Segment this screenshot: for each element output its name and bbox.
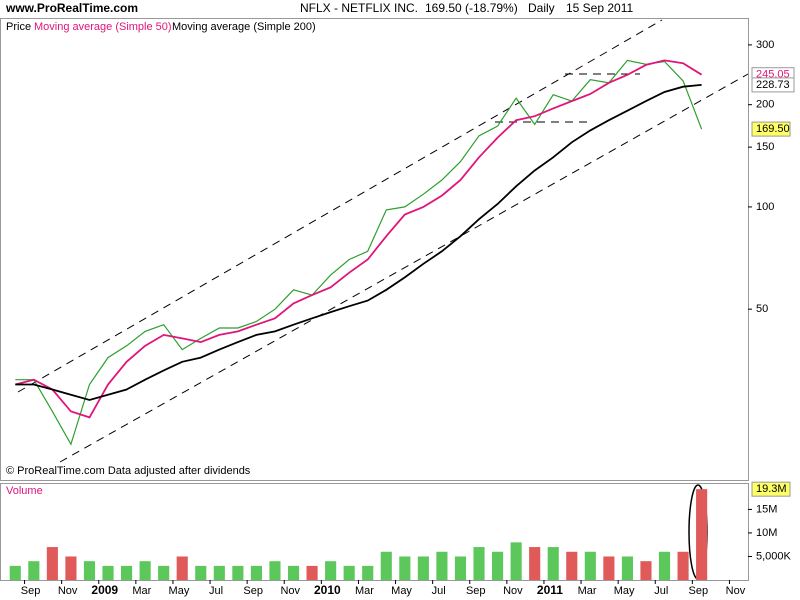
volume-bar bbox=[65, 556, 77, 580]
x-tick-label: May bbox=[169, 585, 190, 597]
volume-bar bbox=[158, 565, 170, 580]
volume-bar bbox=[232, 565, 244, 580]
legend-label: Price bbox=[6, 21, 31, 33]
x-tick-label: Mar bbox=[578, 585, 597, 597]
price-panel bbox=[0, 18, 749, 481]
x-tick-label: Sep bbox=[243, 585, 263, 597]
x-tick-label: 2010 bbox=[314, 583, 341, 597]
x-tick-label: 2011 bbox=[537, 583, 563, 597]
volume-bar bbox=[325, 561, 337, 580]
volume-bar bbox=[454, 556, 467, 580]
volume-bar bbox=[399, 556, 411, 580]
last-value-box bbox=[751, 77, 795, 93]
volume-bar bbox=[176, 556, 188, 580]
volume-bar bbox=[46, 547, 58, 580]
volume-bar bbox=[306, 565, 318, 580]
series-line bbox=[15, 84, 702, 401]
x-tick-label: Jul bbox=[209, 585, 223, 597]
volume-bar bbox=[584, 551, 596, 580]
y-tick-label: 200 bbox=[756, 99, 774, 111]
x-tick-label: Mar bbox=[355, 585, 374, 597]
y-tick-label: 300 bbox=[756, 39, 774, 51]
y-tick-label: 100 bbox=[756, 201, 774, 213]
volume-bar bbox=[195, 565, 207, 580]
volume-bar bbox=[362, 565, 374, 580]
x-tick-label: May bbox=[614, 585, 635, 597]
x-tick-label: Sep bbox=[21, 585, 41, 597]
volume-bar bbox=[621, 556, 633, 580]
x-tick-label: May bbox=[391, 585, 412, 597]
date: 15 Sep 2011 bbox=[566, 1, 633, 15]
volume-bar bbox=[380, 551, 392, 580]
volume-bar bbox=[603, 556, 615, 580]
volume-bar bbox=[547, 547, 559, 580]
volume-bar bbox=[492, 551, 504, 580]
volume-bar bbox=[139, 561, 151, 580]
channel-upper bbox=[17, 19, 663, 393]
x-tick-label: Nov bbox=[726, 585, 746, 597]
y-tick-label: 150 bbox=[756, 141, 774, 153]
y-tick-label: 50 bbox=[756, 303, 768, 315]
series-line bbox=[15, 59, 703, 446]
last-value-box bbox=[751, 481, 791, 497]
volume-bar bbox=[566, 551, 578, 580]
volume-panel bbox=[0, 483, 749, 581]
volume-bar bbox=[9, 565, 21, 580]
volume-bar bbox=[250, 565, 262, 580]
legend-entry: Moving average (Simple 200) bbox=[172, 21, 316, 33]
x-tick-label: Mar bbox=[132, 585, 151, 597]
x-tick-label: Jul bbox=[654, 585, 668, 597]
volume-bar bbox=[677, 551, 689, 580]
volume-bar bbox=[343, 565, 355, 580]
x-tick-label: 2009 bbox=[91, 583, 118, 597]
x-tick-label: Nov bbox=[58, 585, 78, 597]
footer-note: © ProRealTime.com Data adjusted after di… bbox=[6, 465, 251, 477]
series-line bbox=[15, 59, 703, 419]
volume-bar bbox=[213, 565, 225, 580]
period: Daily bbox=[528, 1, 555, 15]
x-tick-label: Sep bbox=[689, 585, 709, 597]
last-value-label: 19.3M bbox=[756, 483, 787, 495]
x-tick-label: Sep bbox=[466, 585, 486, 597]
symbol: NFLX - NETFLIX INC. bbox=[300, 1, 418, 15]
volume-bar bbox=[529, 547, 541, 580]
x-tick-label: Jul bbox=[432, 585, 446, 597]
volume-bar bbox=[269, 561, 281, 580]
quote: 169.50 (-18.79%) bbox=[425, 1, 518, 15]
x-tick-label: Nov bbox=[503, 585, 523, 597]
y-tick-label: 10M bbox=[756, 527, 777, 539]
volume-bar bbox=[436, 551, 448, 580]
volume-bar bbox=[417, 556, 429, 580]
legend-entry: Moving average (Simple 50) bbox=[34, 21, 172, 33]
volume-bar bbox=[287, 565, 300, 580]
volume-bar bbox=[121, 565, 133, 580]
last-value-label: 228.73 bbox=[756, 79, 790, 91]
last-value-box bbox=[751, 121, 791, 137]
volume-bar bbox=[28, 561, 40, 580]
x-tick-label: Nov bbox=[280, 585, 300, 597]
volume-bar bbox=[473, 547, 485, 580]
channel-lower bbox=[59, 73, 749, 463]
site-name: www.ProRealTime.com bbox=[5, 1, 138, 15]
volume-title: Volume bbox=[6, 485, 43, 497]
volume-bar bbox=[640, 561, 652, 580]
volume-bar bbox=[696, 489, 708, 580]
volume-bar bbox=[658, 551, 671, 580]
volume-bar bbox=[83, 561, 96, 580]
y-tick-label: 15M bbox=[756, 503, 777, 515]
last-value-label: 169.50 bbox=[756, 123, 790, 135]
volume-bar bbox=[102, 565, 114, 580]
y-tick-label: 5,000K bbox=[756, 550, 792, 562]
volume-bar bbox=[510, 542, 522, 580]
